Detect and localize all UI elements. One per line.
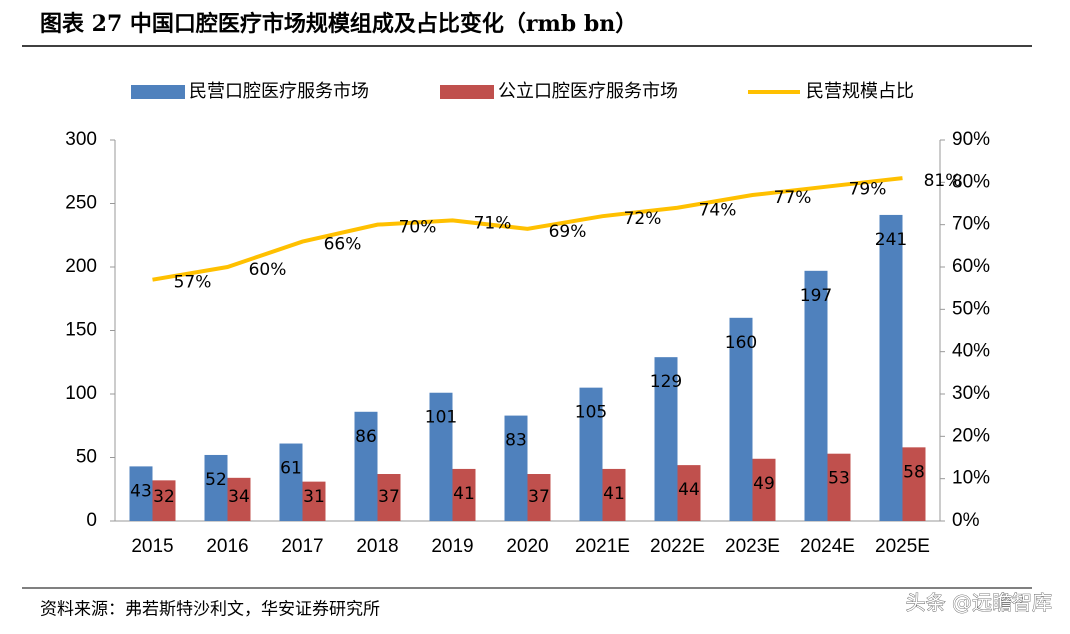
y2-tick-label: 40% (952, 341, 990, 362)
data-label: 61 (280, 459, 302, 479)
bar (152, 480, 176, 521)
watermark: 头条 @远瞻智库 (906, 591, 1052, 615)
data-label: 83 (505, 431, 527, 451)
y-tick-label: 50 (76, 447, 97, 468)
line-label: 74% (699, 201, 737, 221)
bar (602, 468, 626, 521)
line-label: 60% (249, 260, 287, 280)
source: 资料来源：弗若斯特沙利文，华安证券研究所 (40, 600, 380, 620)
legend-label: 公立口腔医疗服务市场 (498, 81, 678, 102)
chart-title: 图表 27 中国口腔医疗市场规模组成及占比变化（rmb bn） (40, 11, 637, 37)
y2-tick-label: 80% (952, 171, 990, 192)
legend-label: 民营规模占比 (806, 81, 914, 102)
line-label: 79% (849, 180, 887, 200)
data-label: 241 (875, 230, 907, 250)
bar (729, 317, 753, 521)
y2-tick-label: 0% (952, 510, 980, 531)
data-label: 86 (355, 427, 377, 447)
data-label: 31 (303, 487, 325, 507)
y2-tick-label: 70% (952, 214, 990, 235)
x-tick-label: 2018 (356, 536, 398, 557)
y2-tick-label: 30% (952, 383, 990, 404)
bar (429, 392, 453, 521)
data-label: 37 (378, 487, 400, 507)
bar (452, 468, 476, 521)
line-label: 81% (924, 171, 962, 191)
bar (654, 357, 678, 521)
bar (752, 458, 776, 521)
data-label: 44 (678, 480, 700, 500)
bar (879, 214, 903, 521)
y-tick-label: 300 (65, 129, 97, 150)
y-tick-label: 150 (65, 320, 97, 341)
line-label: 77% (774, 188, 812, 208)
data-label: 101 (425, 408, 457, 428)
x-tick-label: 2019 (431, 536, 473, 557)
legend-label: 民营口腔医疗服务市场 (189, 81, 369, 102)
x-tick-label: 2021E (575, 536, 630, 557)
bar (279, 443, 303, 521)
legend-swatch (440, 85, 494, 99)
line-label: 72% (624, 209, 662, 229)
x-tick-label: 2024E (800, 536, 855, 557)
line (152, 176, 903, 282)
y-tick-label: 0 (86, 510, 97, 531)
y2-tick-label: 90% (952, 129, 990, 150)
data-label: 34 (228, 487, 250, 507)
data-label: 41 (453, 484, 475, 504)
x-tick-label: 2020 (506, 536, 548, 557)
line-label: 71% (474, 213, 512, 233)
x-tick-label: 2022E (650, 536, 705, 557)
bar (902, 447, 926, 521)
bar (504, 415, 528, 521)
x-tick-label: 2015 (131, 536, 173, 557)
data-label: 32 (153, 487, 175, 507)
line-label: 66% (324, 235, 362, 255)
bar (204, 454, 228, 521)
y-tick-label: 250 (65, 193, 97, 214)
line-label: 69% (549, 222, 587, 242)
bar (677, 465, 701, 521)
x-tick-label: 2025E (875, 536, 930, 557)
bar (129, 466, 153, 521)
bar (354, 411, 378, 521)
bar (302, 481, 326, 521)
data-label: 37 (528, 487, 550, 507)
y2-tick-label: 20% (952, 425, 990, 446)
x-tick-label: 2023E (725, 536, 780, 557)
data-label: 41 (603, 484, 625, 504)
x-tick-label: 2016 (206, 536, 248, 557)
bar (527, 474, 551, 521)
x-tick-label: 2017 (281, 536, 323, 557)
data-label: 52 (205, 470, 227, 490)
y2-tick-label: 50% (952, 298, 990, 319)
line-label: 70% (399, 218, 437, 238)
legend-swatch (131, 85, 185, 99)
data-label: 53 (828, 469, 850, 489)
bar (227, 477, 251, 521)
bar (804, 270, 828, 521)
y-tick-label: 200 (65, 256, 97, 277)
data-label: 129 (650, 372, 682, 392)
data-label: 49 (753, 474, 775, 494)
y2-tick-label: 60% (952, 256, 990, 277)
data-label: 105 (575, 403, 607, 423)
bar (377, 474, 401, 521)
data-label: 58 (903, 462, 925, 482)
data-label: 197 (800, 286, 832, 306)
bar (579, 387, 603, 521)
bar (827, 453, 851, 521)
data-label: 43 (130, 481, 152, 501)
y2-tick-label: 10% (952, 468, 990, 489)
y-tick-label: 100 (65, 383, 97, 404)
line-label: 57% (174, 273, 212, 293)
data-label: 160 (725, 333, 757, 353)
